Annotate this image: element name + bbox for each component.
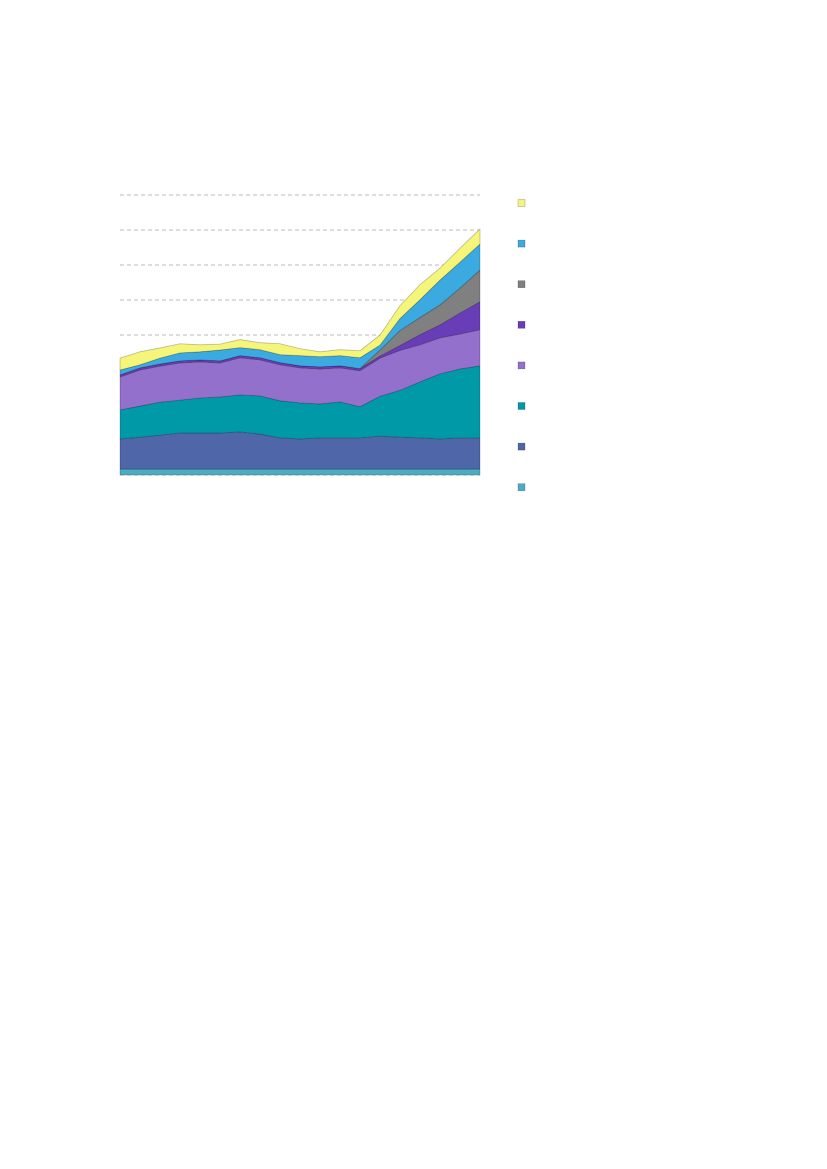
legend-swatch <box>517 442 526 451</box>
area <box>119 301 481 378</box>
legend-swatch <box>517 239 526 248</box>
area <box>119 329 481 411</box>
legend-swatch <box>517 483 526 492</box>
area <box>119 468 481 476</box>
legend-swatch <box>517 320 526 329</box>
legend-swatch <box>517 402 526 410</box>
legend-swatch <box>517 280 526 289</box>
legend-swatch <box>517 199 526 207</box>
area <box>119 228 481 371</box>
area <box>119 269 481 376</box>
area <box>119 365 481 440</box>
legend-swatch <box>517 361 526 370</box>
